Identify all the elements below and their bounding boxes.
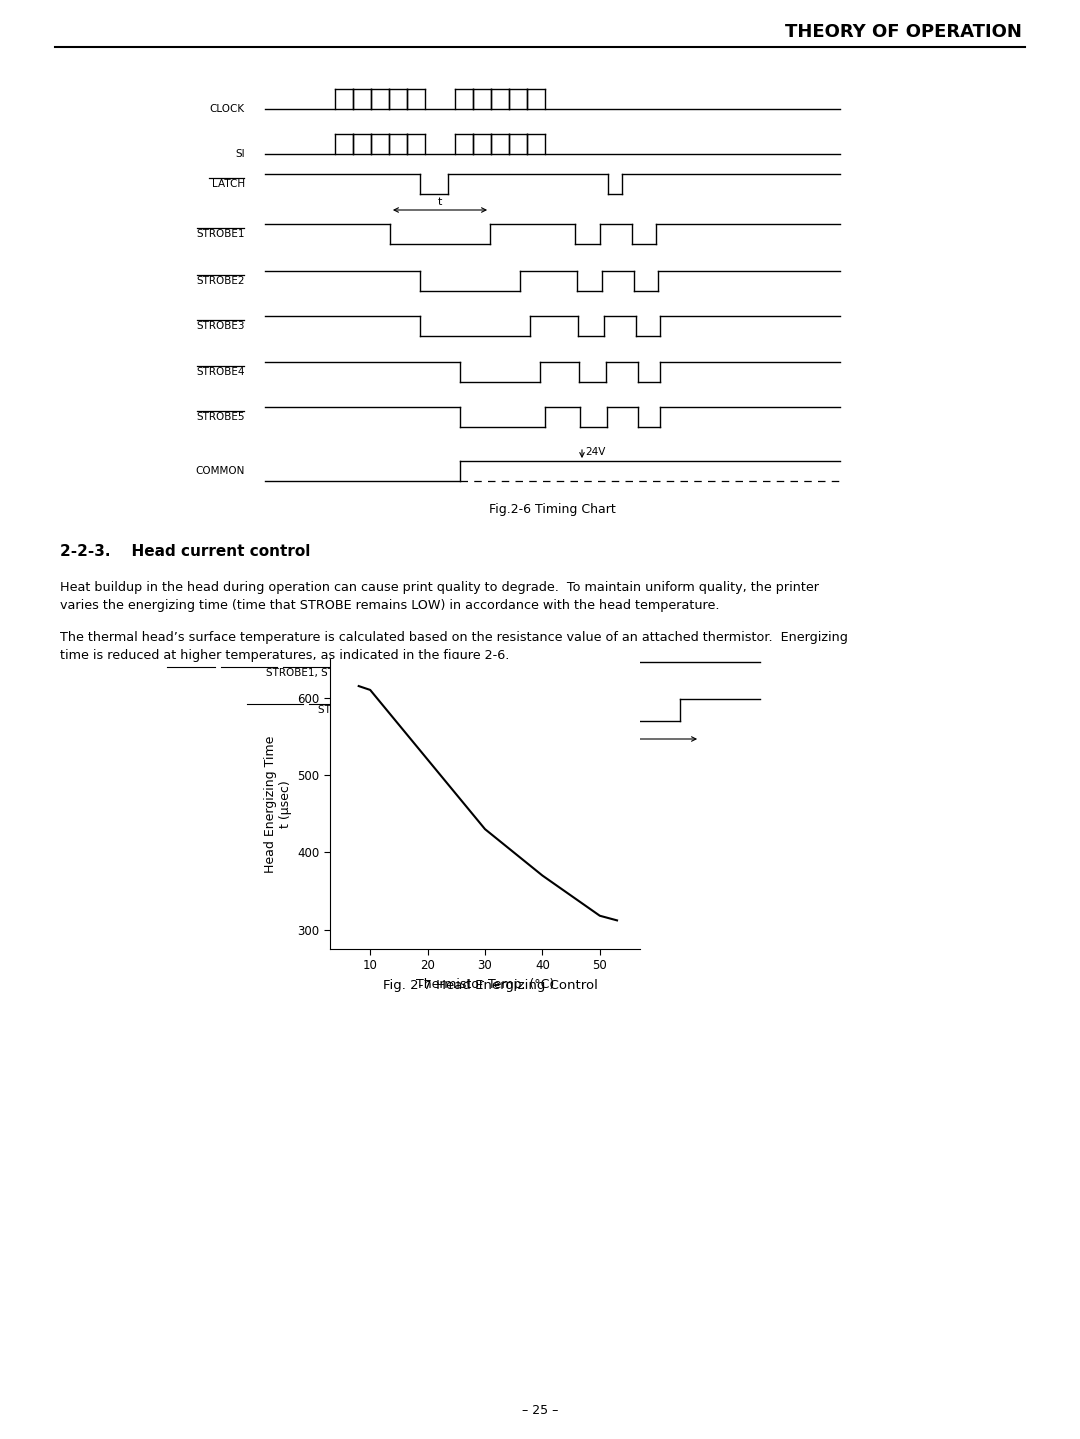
Text: LATCH: LATCH: [212, 178, 245, 189]
Text: SI: SI: [235, 150, 245, 158]
Text: – 25 –: – 25 –: [522, 1404, 558, 1417]
Text: Fig.2-6 Timing Chart: Fig.2-6 Timing Chart: [489, 502, 616, 515]
Text: Fig. 2-7 Head Energizing Control: Fig. 2-7 Head Energizing Control: [382, 979, 597, 991]
Text: STROBE1: STROBE1: [197, 229, 245, 239]
Text: t: t: [437, 197, 442, 207]
Text: COMMON: COMMON: [195, 466, 245, 476]
Text: STROBE1, STROBE2, STROBE3: STROBE1, STROBE2, STROBE3: [267, 668, 426, 678]
Text: STROBE5: STROBE5: [197, 412, 245, 422]
Text: STROBE4, STROBE5,: STROBE4, STROBE5,: [318, 705, 426, 715]
Text: Heat buildup in the head during operation can cause print quality to degrade.  T: Heat buildup in the head during operatio…: [60, 581, 819, 613]
X-axis label: Thermistor Temp. (°C): Thermistor Temp. (°C): [416, 979, 554, 991]
Text: THEORY OF OPERATION: THEORY OF OPERATION: [785, 23, 1022, 40]
Text: t: t: [498, 741, 502, 751]
Text: 24V: 24V: [585, 448, 606, 458]
Text: STROBE3: STROBE3: [197, 321, 245, 331]
Y-axis label: Head Energizing Time
t (μsec): Head Energizing Time t (μsec): [264, 735, 292, 872]
Text: The thermal head’s surface temperature is calculated based on the resistance val: The thermal head’s surface temperature i…: [60, 630, 848, 662]
Text: STROBE4: STROBE4: [197, 367, 245, 377]
Text: t: t: [633, 741, 637, 751]
Text: 2-2-3.    Head current control: 2-2-3. Head current control: [60, 544, 310, 558]
Text: STROBE2: STROBE2: [197, 276, 245, 286]
Text: CLOCK: CLOCK: [210, 104, 245, 114]
